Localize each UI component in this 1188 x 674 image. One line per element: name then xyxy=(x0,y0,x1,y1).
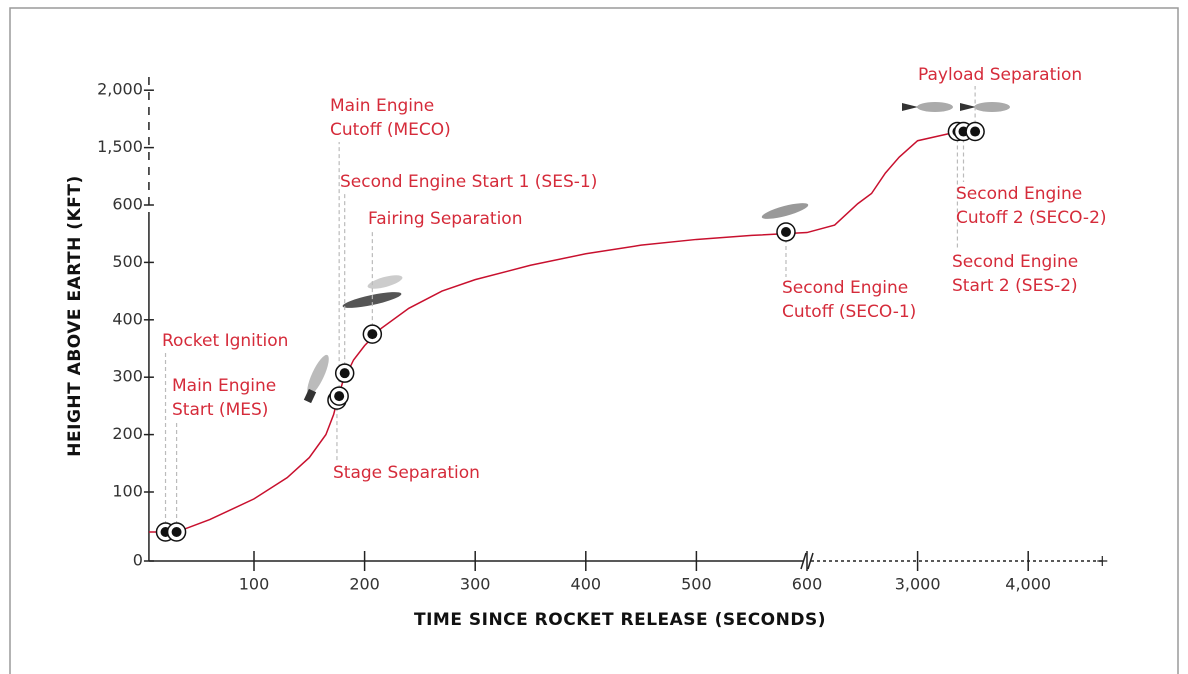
y-tick-label: 100 xyxy=(112,482,143,501)
event-label: Start (MES) xyxy=(172,400,268,420)
event-label: Payload Separation xyxy=(918,65,1082,85)
y-tick-label: 300 xyxy=(112,367,143,386)
event-label: Cutoff 2 (SECO-2) xyxy=(956,208,1107,228)
event-label: Second Engine Start 1 (SES-1) xyxy=(340,172,597,192)
trajectory-line xyxy=(148,130,976,533)
axis-break xyxy=(800,552,814,570)
rocket-icons xyxy=(303,102,1010,404)
x-tick-label: 500 xyxy=(681,575,712,594)
y-tick-label: 500 xyxy=(112,252,143,271)
x-tick-label: 200 xyxy=(349,575,380,594)
x-tick-label: 400 xyxy=(571,575,602,594)
x-tick-label: 4,000 xyxy=(1005,575,1051,594)
event-label: Main Engine xyxy=(330,96,434,116)
event-label: Stage Separation xyxy=(333,463,480,483)
event-label: Main Engine xyxy=(172,376,276,396)
event-point xyxy=(171,527,182,538)
event-label: Fairing Separation xyxy=(368,209,522,229)
event-label: Second Engine xyxy=(956,184,1082,204)
event-label: Cutoff (SECO-1) xyxy=(782,302,916,322)
event-point xyxy=(367,329,378,340)
event-label: Cutoff (MECO) xyxy=(330,120,451,140)
event-point xyxy=(970,126,981,137)
x-tick-label: 300 xyxy=(460,575,491,594)
y-tick-label: 600 xyxy=(112,195,143,214)
y-tick-label: 2,000 xyxy=(97,80,143,99)
x-tick-label: 100 xyxy=(239,575,270,594)
event-label: Start 2 (SES-2) xyxy=(952,276,1078,296)
event-label: Second Engine xyxy=(782,278,908,298)
event-label: Rocket Ignition xyxy=(162,331,288,351)
x-axis-title: TIME SINCE ROCKET RELEASE (SECONDS) xyxy=(414,610,826,630)
event-point xyxy=(339,368,350,379)
x-tick-label: 600 xyxy=(792,575,823,594)
axis-end xyxy=(1097,556,1108,566)
y-tick-label: 200 xyxy=(112,424,143,443)
event-point xyxy=(780,226,791,237)
y-tick-label: 0 xyxy=(133,551,143,570)
y-tick-label: 400 xyxy=(112,309,143,328)
y-axis-title: HEIGHT ABOVE EARTH (KFT) xyxy=(65,175,85,456)
event-label: Second Engine xyxy=(952,252,1078,272)
event-point xyxy=(334,391,345,402)
frame xyxy=(9,7,1179,674)
x-tick-label: 3,000 xyxy=(895,575,941,594)
y-tick-label: 1,500 xyxy=(97,137,143,156)
